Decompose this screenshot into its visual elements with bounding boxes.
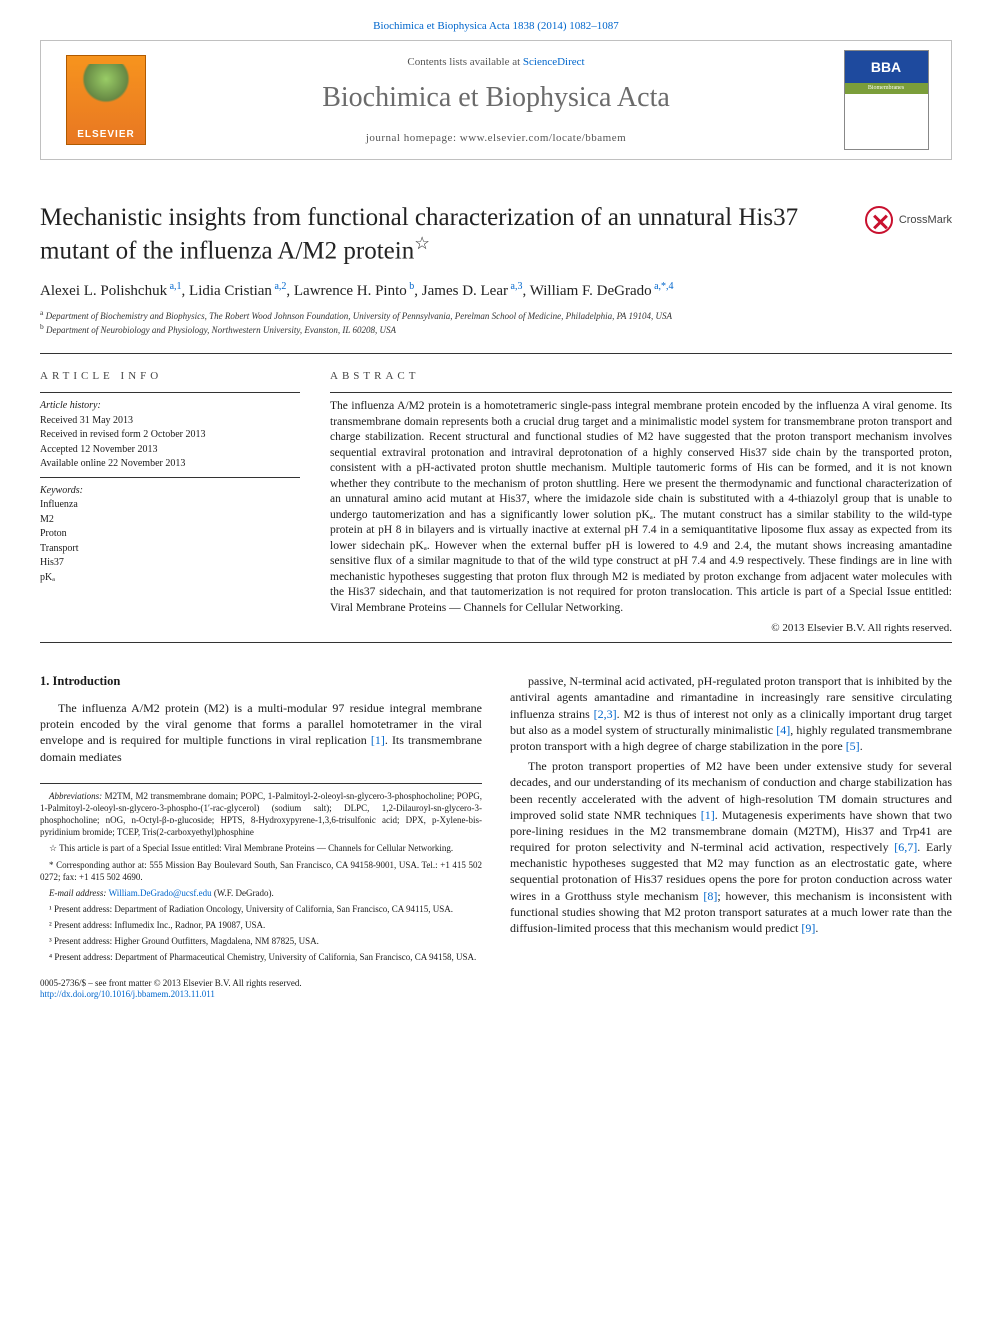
author-2[interactable]: Lidia Cristian a,2	[189, 283, 286, 299]
keyword: Influenza	[40, 498, 300, 512]
article-body: 1. Introduction The influenza A/M2 prote…	[40, 673, 952, 1001]
ref-link[interactable]: [8]	[703, 889, 717, 903]
ref-link[interactable]: [4]	[776, 723, 790, 737]
journal-name: Biochimica et Biophysica Acta	[171, 82, 821, 114]
ref-link[interactable]: [2,3]	[594, 707, 617, 721]
elsevier-logo[interactable]: ELSEVIER	[66, 55, 146, 145]
history-head: Article history:	[40, 399, 300, 413]
history-online: Available online 22 November 2013	[40, 457, 300, 471]
crossmark-badge[interactable]: CrossMark	[865, 206, 952, 234]
citation-link[interactable]: Biochimica et Biophysica Acta 1838 (2014…	[373, 20, 619, 32]
author-1[interactable]: Alexei L. Polishchuk a,1	[40, 283, 182, 299]
keyword: M2	[40, 513, 300, 527]
footnote-1: ¹ Present address: Department of Radiati…	[40, 903, 482, 915]
ref-link[interactable]: [6,7]	[894, 840, 917, 854]
body-paragraph: passive, N-terminal acid activated, pH-r…	[510, 673, 952, 754]
footnote-email: E-mail address: William.DeGrado@ucsf.edu…	[40, 887, 482, 899]
ref-link[interactable]: [1]	[371, 733, 385, 747]
footnotes: Abbreviations: M2TM, M2 transmembrane do…	[40, 783, 482, 964]
ref-link[interactable]: [9]	[801, 921, 815, 935]
footnote-4: ⁴ Present address: Department of Pharmac…	[40, 951, 482, 963]
info-heading: article info	[40, 370, 300, 382]
crossmark-label: CrossMark	[899, 214, 952, 226]
keywords-head: Keywords:	[40, 484, 300, 498]
abstract: abstract The influenza A/M2 protein is a…	[330, 370, 952, 634]
footnote-star: ☆ This article is part of a Special Issu…	[40, 842, 482, 854]
footnote-corr: * Corresponding author at: 555 Mission B…	[40, 859, 482, 883]
elsevier-logo-wrap: ELSEVIER	[41, 55, 171, 145]
keyword: Proton	[40, 527, 300, 541]
title-star-icon: ☆	[414, 233, 430, 253]
section-heading: 1. Introduction	[40, 673, 482, 690]
homepage-line: journal homepage: www.elsevier.com/locat…	[171, 132, 821, 144]
contents-line: Contents lists available at ScienceDirec…	[171, 56, 821, 68]
ref-link[interactable]: [1]	[701, 808, 715, 822]
ref-link[interactable]: [5]	[846, 739, 860, 753]
footnote-3: ³ Present address: Higher Ground Outfitt…	[40, 935, 482, 947]
history-revised: Received in revised form 2 October 2013	[40, 428, 300, 442]
keyword: His37	[40, 556, 300, 570]
top-citation: Biochimica et Biophysica Acta 1838 (2014…	[40, 20, 952, 32]
email-link[interactable]: William.DeGrado@ucsf.edu	[109, 888, 212, 898]
body-col-left: 1. Introduction The influenza A/M2 prote…	[40, 673, 482, 1001]
body-paragraph: The influenza A/M2 protein (M2) is a mul…	[40, 700, 482, 765]
crossmark-icon	[865, 206, 893, 234]
abstract-heading: abstract	[330, 370, 952, 382]
footnote-2: ² Present address: Influmedix Inc., Radn…	[40, 919, 482, 931]
header-center: Contents lists available at ScienceDirec…	[171, 56, 821, 144]
authors: Alexei L. Polishchuk a,1, Lidia Cristian…	[40, 281, 952, 300]
history-accepted: Accepted 12 November 2013	[40, 443, 300, 457]
front-matter: 0005-2736/$ – see front matter © 2013 El…	[40, 978, 482, 990]
article-title: Mechanistic insights from functional cha…	[40, 202, 860, 267]
keyword: Transport	[40, 542, 300, 556]
history-received: Received 31 May 2013	[40, 414, 300, 428]
doi-link[interactable]: http://dx.doi.org/10.1016/j.bbamem.2013.…	[40, 989, 215, 999]
bba-cover[interactable]: BBA Biomembranes	[844, 50, 929, 150]
author-4[interactable]: James D. Lear a,3	[422, 283, 523, 299]
body-col-right: passive, N-terminal acid activated, pH-r…	[510, 673, 952, 1001]
article-info: article info Article history: Received 3…	[40, 370, 300, 634]
sciencedirect-link[interactable]: ScienceDirect	[523, 56, 585, 68]
keyword: pKₐ	[40, 571, 300, 585]
author-5[interactable]: William F. DeGrado a,*,4	[530, 283, 674, 299]
abstract-text: The influenza A/M2 protein is a homotetr…	[330, 399, 952, 616]
author-3[interactable]: Lawrence H. Pinto b	[294, 283, 414, 299]
footer-meta: 0005-2736/$ – see front matter © 2013 El…	[40, 978, 482, 1001]
body-paragraph: The proton transport properties of M2 ha…	[510, 758, 952, 936]
copyright: © 2013 Elsevier B.V. All rights reserved…	[330, 622, 952, 634]
journal-header: ELSEVIER Contents lists available at Sci…	[40, 40, 952, 160]
bba-cover-wrap: BBA Biomembranes	[821, 50, 951, 150]
affiliations: a Department of Biochemistry and Biophys…	[40, 308, 952, 337]
